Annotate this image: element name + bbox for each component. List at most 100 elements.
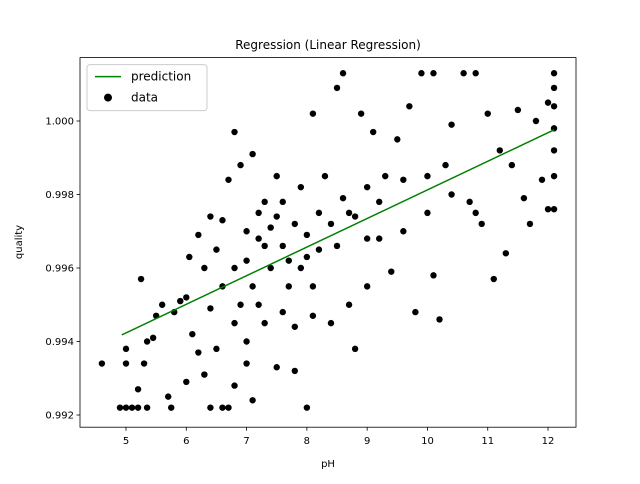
data-point <box>207 213 214 220</box>
data-point <box>550 147 558 154</box>
data-point <box>363 235 371 242</box>
data-point <box>249 283 256 290</box>
data-point <box>369 128 377 136</box>
data-point <box>345 301 353 308</box>
data-point <box>134 386 142 393</box>
data-point <box>122 360 130 367</box>
data-point <box>285 283 292 290</box>
data-point <box>550 103 558 110</box>
data-point <box>526 220 534 228</box>
data-point <box>255 301 262 308</box>
data-point <box>237 301 244 308</box>
data-point <box>430 70 437 77</box>
data-point <box>315 246 323 253</box>
data-point <box>376 235 383 242</box>
y-tick-label: 1.000 <box>45 116 74 127</box>
data-point <box>363 283 371 290</box>
data-point <box>279 242 286 250</box>
data-point <box>327 220 335 228</box>
data-point <box>291 220 299 228</box>
data-point <box>496 147 503 154</box>
y-tick-label: 0.994 <box>45 337 74 348</box>
data-point <box>532 117 540 125</box>
data-point <box>243 360 250 367</box>
data-point <box>261 198 268 206</box>
data-point <box>502 250 510 257</box>
x-tick-label: 12 <box>542 436 555 447</box>
data-point <box>122 345 130 353</box>
data-point <box>448 191 455 198</box>
data-point <box>243 257 250 264</box>
x-tick-label: 7 <box>243 436 249 447</box>
data-point <box>351 345 359 353</box>
data-point <box>201 371 208 378</box>
data-point <box>177 297 184 305</box>
data-point <box>285 257 292 264</box>
data-point <box>514 106 522 114</box>
data-point <box>484 110 491 117</box>
data-point <box>430 272 437 279</box>
data-point <box>436 316 443 323</box>
data-point <box>267 224 274 231</box>
data-point <box>243 228 250 235</box>
data-point <box>279 308 286 316</box>
data-point <box>249 397 256 404</box>
data-point <box>255 209 262 217</box>
data-point <box>137 275 145 283</box>
data-point <box>339 70 347 77</box>
data-point <box>321 172 329 180</box>
data-point <box>273 172 280 180</box>
data-point <box>279 198 286 206</box>
data-point <box>550 172 558 180</box>
data-point <box>418 70 425 77</box>
data-point <box>400 176 407 183</box>
data-point <box>412 308 419 316</box>
x-tick-label: 6 <box>183 436 189 447</box>
data-point <box>472 70 479 77</box>
regression-line <box>121 129 555 336</box>
x-tick-label: 10 <box>421 436 434 447</box>
x-axis-label: pH <box>321 459 335 470</box>
data-point <box>189 330 196 338</box>
chart-title: Regression (Linear Regression) <box>235 38 421 52</box>
data-point <box>345 209 353 217</box>
data-point <box>261 319 268 327</box>
data-point <box>231 264 238 272</box>
data-point <box>339 194 347 202</box>
data-point <box>520 194 528 202</box>
data-point <box>424 209 431 217</box>
data-point <box>231 319 238 327</box>
data-point <box>237 161 244 169</box>
data-point <box>388 268 395 275</box>
data-point <box>231 382 238 389</box>
data-point <box>255 235 262 242</box>
data-point <box>213 345 220 353</box>
data-point <box>303 253 311 261</box>
data-point <box>550 84 558 92</box>
data-point <box>460 70 467 77</box>
data-point <box>550 205 558 213</box>
data-point <box>297 264 305 272</box>
data-point <box>140 360 148 367</box>
data-point <box>219 217 226 224</box>
data-point <box>207 305 214 312</box>
data-point <box>267 264 274 272</box>
data-point <box>183 294 190 301</box>
data-point <box>303 404 311 411</box>
data-point <box>472 209 479 217</box>
data-point <box>538 176 546 183</box>
legend-label: prediction <box>131 70 191 84</box>
data-point <box>128 404 136 411</box>
data-point <box>478 220 485 228</box>
data-point <box>213 246 220 253</box>
data-point <box>550 70 558 77</box>
data-point <box>122 404 130 411</box>
y-tick-label: 0.992 <box>45 410 74 421</box>
data-point <box>183 378 190 386</box>
data-point <box>333 84 341 92</box>
data-point <box>195 349 202 356</box>
data-point <box>273 213 280 220</box>
data-point <box>315 209 323 217</box>
data-point <box>201 264 208 272</box>
